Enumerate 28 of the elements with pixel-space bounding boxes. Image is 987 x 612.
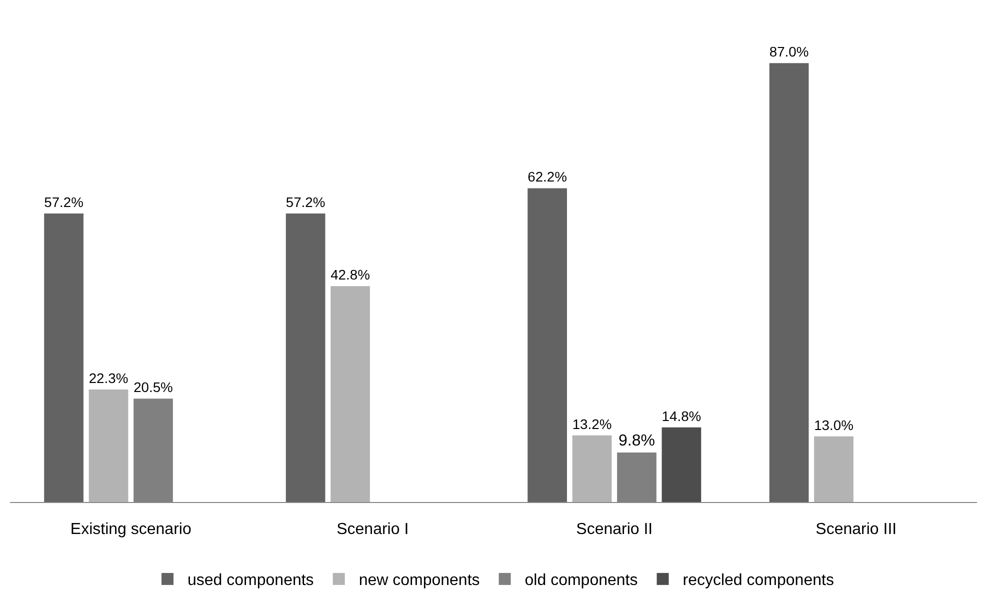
data-label: 22.3%	[88, 370, 128, 386]
x-tick-label: Scenario I	[336, 521, 409, 538]
x-tick-label: Scenario II	[576, 521, 653, 538]
data-label: 14.8%	[662, 408, 702, 424]
legend-label: old components	[524, 572, 638, 590]
data-label: 13.0%	[814, 416, 854, 433]
bar	[528, 188, 567, 502]
data-label: 62.2%	[528, 168, 567, 185]
data-label: 9.8%	[618, 432, 655, 450]
data-label: 57.2%	[44, 194, 84, 210]
bar	[662, 427, 702, 502]
bar	[44, 213, 84, 502]
data-label: 20.5%	[134, 379, 173, 396]
x-tick-label: Scenario III	[816, 521, 897, 538]
bar	[330, 286, 370, 502]
bar	[286, 213, 326, 502]
legend-label: used components	[188, 572, 314, 590]
bar	[814, 436, 854, 502]
data-label: 42.8%	[330, 266, 370, 283]
legend-label: recycled components	[682, 572, 834, 590]
data-label: 13.2%	[572, 416, 612, 432]
data-label: 87.0%	[769, 44, 809, 60]
legend-label: new components	[358, 572, 480, 590]
bar	[769, 63, 809, 502]
data-label: 57.2%	[286, 194, 326, 210]
bar	[88, 390, 128, 502]
bar	[572, 435, 612, 502]
x-tick-label: Existing scenario	[70, 521, 192, 538]
